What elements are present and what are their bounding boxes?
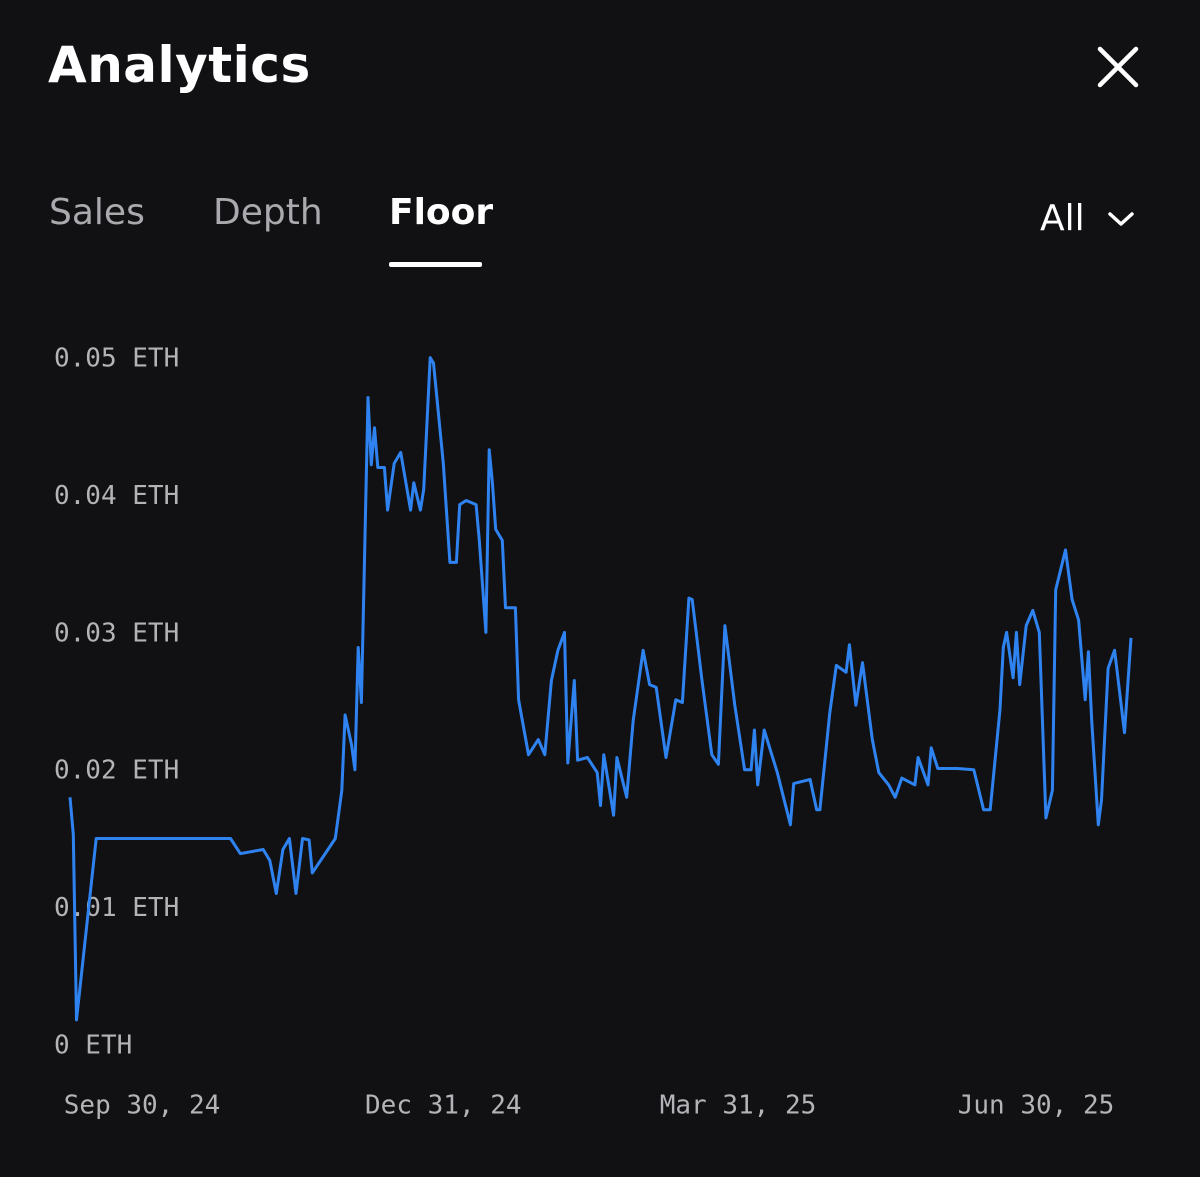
chevron (1107, 211, 1134, 226)
x-tick-label: Sep 30, 24 (64, 1091, 221, 1121)
tab-underline (389, 262, 482, 267)
x-tick-label: Jun 30, 25 (958, 1091, 1115, 1121)
y-tick-label: 0 ETH (54, 1031, 132, 1061)
tab[interactable]: Sales (49, 192, 145, 233)
range-dropdown[interactable]: All (1040, 198, 1135, 239)
tab[interactable]: Depth (213, 192, 323, 233)
floor-line (68, 356, 1133, 1022)
y-tick-label: 0.01 ETH (54, 893, 179, 923)
tab-active[interactable]: Floor (389, 192, 494, 233)
y-tick-label: 0.03 ETH (54, 618, 179, 648)
y-tick-label: 0.04 ETH (54, 481, 179, 511)
close-button[interactable] (1096, 45, 1140, 89)
y-tick-label: 0.02 ETH (54, 756, 179, 786)
panel-title: Analytics (48, 36, 311, 94)
x-tick-label: Mar 31, 25 (660, 1091, 817, 1121)
range-label: All (1040, 198, 1085, 239)
x-tick-label: Dec 31, 24 (365, 1091, 522, 1121)
y-tick-label: 0.05 ETH (54, 344, 179, 374)
